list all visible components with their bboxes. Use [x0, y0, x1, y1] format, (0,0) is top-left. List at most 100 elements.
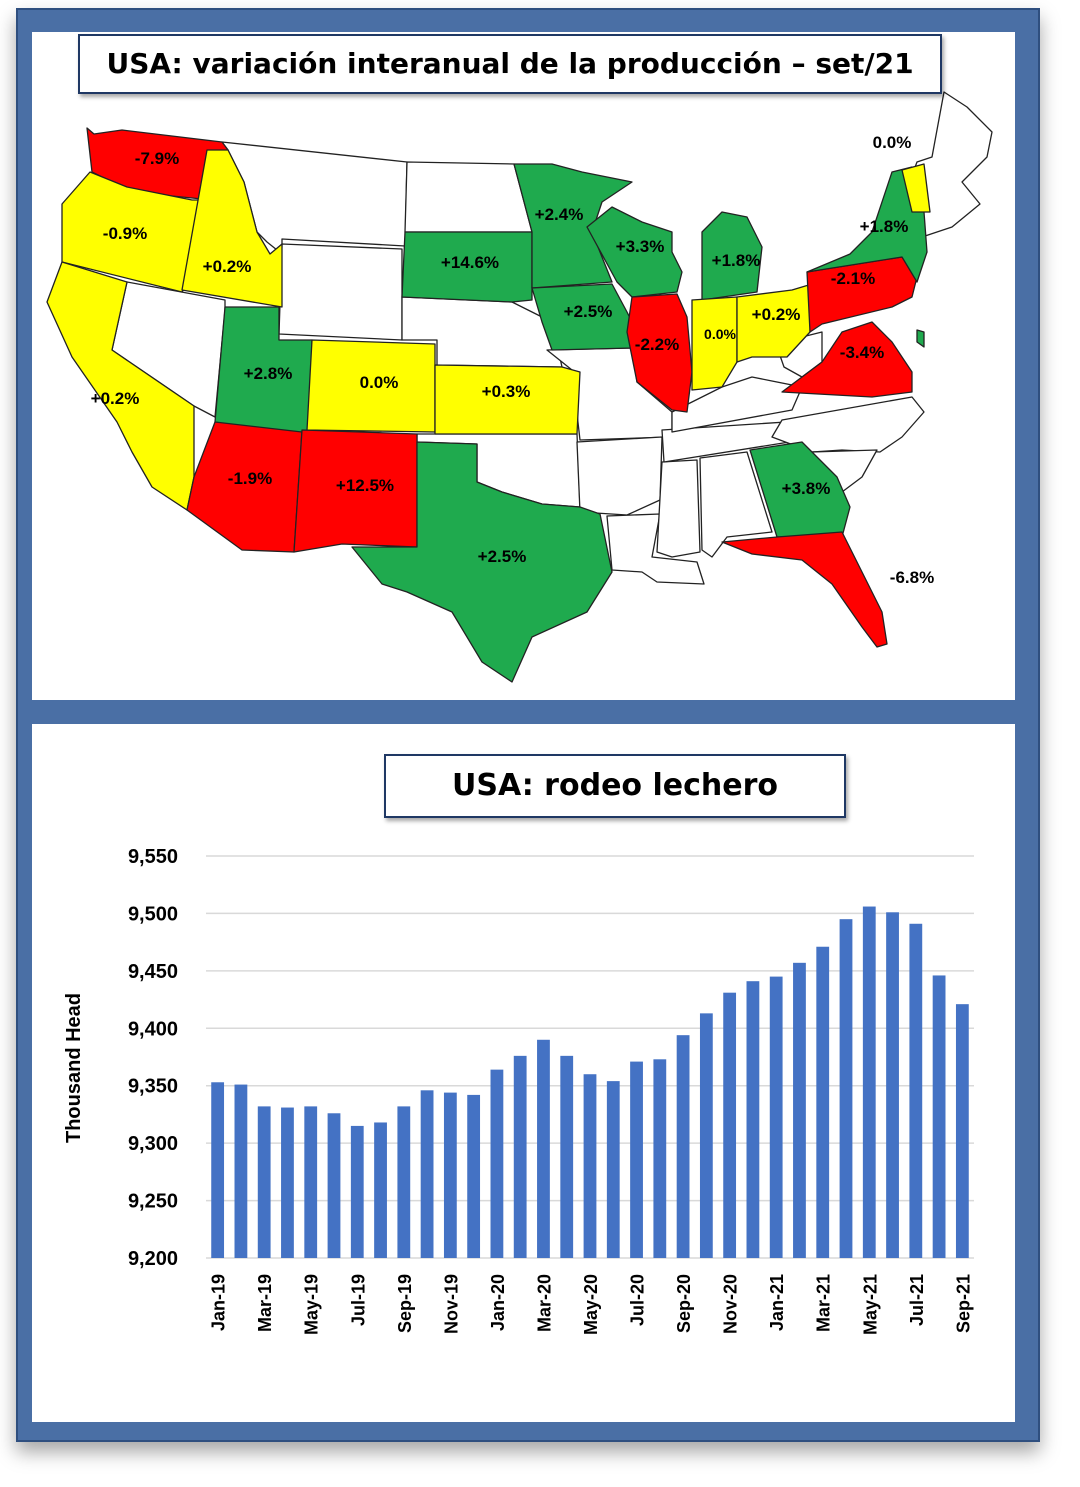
- state-label-TX: +2.5%: [478, 547, 527, 566]
- chart-title: USA: rodeo lechero: [384, 754, 846, 818]
- state-OH: [736, 283, 813, 363]
- state-label-AZ: -1.9%: [228, 469, 272, 488]
- bar-Jul-20: [630, 1061, 643, 1258]
- state-LA: [606, 513, 705, 585]
- bar-Mar-21: [816, 946, 830, 1258]
- state-TX: [351, 441, 613, 683]
- state-label-UT: +2.8%: [244, 364, 293, 383]
- bar-Sep-21: [955, 1004, 969, 1258]
- bar-Feb-19: [234, 1084, 248, 1258]
- bar-Jul-21: [909, 923, 923, 1258]
- bar-chart: 9,200 9,250 9,300 9,350 9,400 9,450 9,500 9,550…: [63, 846, 974, 1335]
- state-CA: [46, 261, 195, 511]
- bar-Apr-19: [281, 1107, 294, 1258]
- y-tick-label: 9,550: [128, 846, 178, 868]
- state-label-NM: +12.5%: [336, 476, 394, 495]
- bar-Dec-19: [467, 1094, 481, 1258]
- bar-Mar-19: [257, 1106, 271, 1258]
- state-VA: [781, 321, 913, 398]
- state-label-ID: +0.2%: [203, 257, 252, 276]
- x-tick-label: Mar-20: [534, 1274, 554, 1332]
- map-panel: -7.9% -0.9% +0.2% +0.2% +2.8% 0.0% -1.9% +12.5%…: [32, 32, 1015, 700]
- y-tick-label: 9,500: [128, 903, 178, 925]
- y-tick-label: 9,250: [128, 1191, 178, 1213]
- state-AL: [699, 451, 773, 558]
- state-label-OH: +0.2%: [752, 305, 801, 324]
- bar-Oct-19: [420, 1090, 434, 1258]
- state-ID: [181, 149, 283, 308]
- bar-Nov-19: [443, 1092, 457, 1258]
- state-label-CO: 0.0%: [360, 373, 399, 392]
- state-label-IA: +2.5%: [564, 302, 613, 321]
- bar-Jul-19: [350, 1125, 364, 1258]
- y-tick-label: 9,200: [128, 1248, 178, 1270]
- state-FL: [721, 531, 888, 648]
- state-label-WI: +3.3%: [616, 237, 665, 256]
- y-tick-label: 9,300: [128, 1133, 178, 1155]
- bar-May-20: [583, 1074, 597, 1258]
- y-axis-label: Thousand Head: [63, 993, 85, 1143]
- bar-Sep-19: [397, 1106, 411, 1258]
- state-AR: [576, 436, 663, 516]
- state-MS: [656, 459, 701, 558]
- x-tick-label: May-21: [860, 1274, 880, 1335]
- state-IN: [691, 296, 738, 391]
- bar-Aug-19: [374, 1122, 387, 1258]
- x-tick-label: Sep-20: [674, 1274, 694, 1333]
- state-label-WA: -7.9%: [135, 149, 179, 168]
- x-tick-label: Jul-21: [907, 1274, 927, 1326]
- y-tick-label: 9,350: [128, 1076, 178, 1098]
- x-tick-label: Jul-19: [348, 1274, 368, 1326]
- state-label-GA: +3.8%: [782, 479, 831, 498]
- state-IL: [626, 293, 693, 413]
- bar-Aug-21: [932, 975, 946, 1258]
- bar-Oct-20: [699, 1013, 713, 1258]
- bar-Apr-21: [839, 919, 853, 1258]
- x-tick-label: May-19: [302, 1274, 322, 1335]
- state-label-NY: +1.8%: [860, 217, 909, 236]
- bar-Jan-21: [769, 976, 783, 1258]
- state-label-IL: -2.2%: [635, 335, 679, 354]
- us-map: -7.9% -0.9% +0.2% +0.2% +2.8% 0.0% -1.9% +12.5%…: [46, 91, 993, 683]
- bar-Jun-20: [606, 1081, 620, 1258]
- bar-Jun-19: [327, 1113, 341, 1258]
- state-label-KS: +0.3%: [482, 382, 531, 401]
- state-DE: [916, 329, 925, 348]
- state-label-PA: -2.1%: [831, 269, 875, 288]
- bar-Feb-20: [513, 1055, 527, 1258]
- state-label-IN: 0.0%: [704, 326, 736, 342]
- x-tick-label: Mar-19: [255, 1274, 275, 1332]
- bar-Feb-21: [793, 962, 806, 1258]
- y-tick-label: 9,450: [128, 961, 178, 983]
- x-tick-label: Nov-19: [441, 1274, 461, 1334]
- x-tick-label: May-20: [581, 1274, 601, 1335]
- bar-Jan-20: [490, 1069, 504, 1258]
- state-label-SD: +14.6%: [441, 253, 499, 272]
- map-title: USA: variación interanual de la producci…: [78, 34, 942, 94]
- state-VT: [901, 163, 931, 213]
- x-tick-label: Nov-20: [721, 1274, 741, 1334]
- bar-Jan-19: [211, 1082, 225, 1258]
- bar-May-19: [304, 1106, 318, 1258]
- state-label-VA: -3.4%: [840, 343, 884, 362]
- bar-Apr-20: [560, 1055, 574, 1258]
- x-tick-label: Sep-21: [953, 1274, 973, 1333]
- state-SD: [401, 231, 533, 303]
- bar-May-21: [862, 906, 876, 1258]
- state-WY: [278, 243, 403, 341]
- bar-Dec-20: [746, 981, 760, 1258]
- x-tick-label: Jan-19: [209, 1274, 229, 1331]
- x-tick-label: Mar-21: [814, 1274, 834, 1332]
- y-tick-label: 9,400: [128, 1018, 178, 1040]
- chart-panel: USA: rodeo lechero 9,200 9,250 9,300 9,350 9…: [32, 724, 1015, 1422]
- state-ND: [404, 161, 533, 233]
- x-tick-label: Sep-19: [395, 1274, 415, 1333]
- state-label-VT: 0.0%: [873, 133, 912, 152]
- x-tick-label: Jan-21: [767, 1274, 787, 1331]
- x-tick-label: Jul-20: [628, 1274, 648, 1326]
- state-label-MI: +1.8%: [712, 251, 761, 270]
- state-label-OR: -0.9%: [103, 224, 147, 243]
- bar-Mar-20: [537, 1039, 550, 1258]
- bar-Jun-21: [886, 912, 899, 1258]
- state-label-MN: +2.4%: [535, 205, 584, 224]
